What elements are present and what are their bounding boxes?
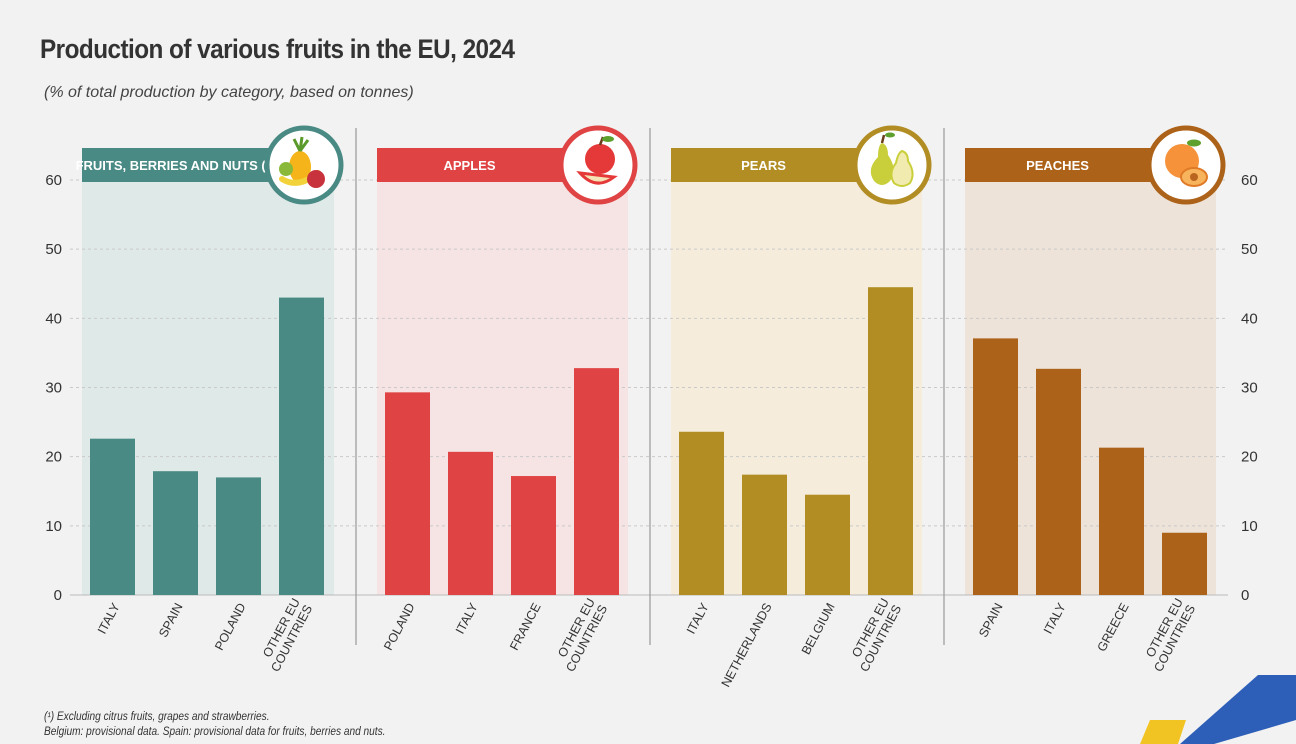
bar: [574, 368, 619, 595]
y-tick-label-right: 20: [1241, 449, 1258, 466]
bar: [679, 431, 724, 595]
category-label: GREECE: [1095, 601, 1132, 654]
bar: [1162, 532, 1207, 595]
bar: [511, 476, 556, 595]
bar: [448, 451, 493, 595]
y-tick-label-left: 10: [45, 518, 62, 535]
corner-logo-yellow-shape: [1140, 720, 1186, 744]
category-label: SPAIN: [976, 601, 1006, 640]
mixed-fruit-icon: [279, 136, 325, 188]
y-tick-label-left: 40: [45, 310, 62, 327]
bar: [742, 474, 787, 595]
category-banner: [377, 148, 578, 182]
category-label: POLAND: [381, 601, 417, 653]
bar: [279, 297, 324, 595]
bar: [868, 287, 913, 595]
y-tick-label-left: 0: [54, 587, 62, 604]
category-label: NETHERLANDS: [719, 601, 775, 690]
category-label: SPAIN: [156, 601, 186, 640]
category-label: ITALY: [684, 600, 712, 636]
bar: [1036, 368, 1081, 595]
chart-title: Production of various fruits in the EU, …: [40, 34, 515, 64]
category-label: OTHER EUCOUNTRIES: [845, 596, 904, 674]
pear-icon: [870, 132, 914, 187]
category-banner-label: PEARS: [741, 158, 786, 173]
y-tick-label-right: 10: [1241, 518, 1258, 535]
category-label: ITALY: [95, 600, 123, 636]
footnote-1: (¹) Excluding citrus fruits, grapes and …: [44, 711, 270, 723]
category-banner: [671, 148, 872, 182]
footnote-2: Belgium: provisional data. Spain: provis…: [44, 726, 386, 738]
category-banner-label: APPLES: [443, 158, 495, 173]
y-tick-label-right: 50: [1241, 241, 1258, 258]
y-tick-label-left: 30: [45, 380, 62, 397]
y-tick-label-left: 50: [45, 241, 62, 258]
category-banner: [965, 148, 1166, 182]
category-label: OTHER EUCOUNTRIES: [256, 596, 315, 674]
bar: [805, 494, 850, 595]
category-label: OTHER EUCOUNTRIES: [1139, 596, 1198, 674]
y-tick-label-right: 0: [1241, 587, 1249, 604]
category-label: OTHER EUCOUNTRIES: [551, 596, 610, 674]
category-label: POLAND: [212, 601, 248, 653]
y-tick-label-left: 20: [45, 449, 62, 466]
category-banner-label: PEACHES: [1026, 158, 1089, 173]
corner-logo-blue-shape: [1180, 675, 1296, 744]
y-tick-label-left: 60: [45, 172, 62, 189]
category-banner-label: FRUITS, BERRIES AND NUTS (¹): [76, 158, 275, 173]
bar: [973, 338, 1018, 595]
y-tick-label-right: 40: [1241, 310, 1258, 327]
category-label: ITALY: [453, 600, 481, 636]
category-label: FRANCE: [507, 601, 543, 653]
category-banner: [82, 148, 284, 182]
bar: [216, 477, 261, 595]
apple-icon: [576, 136, 618, 185]
y-tick-label-right: 60: [1241, 172, 1258, 189]
peach-icon: [1165, 139, 1208, 187]
chart-subtitle: (% of total production by category, base…: [44, 84, 414, 101]
bar: [90, 438, 135, 595]
bar: [153, 471, 198, 595]
category-label: BELGIUM: [799, 601, 838, 657]
bar: [1099, 447, 1144, 595]
footnotes: (¹) Excluding citrus fruits, grapes and …: [44, 710, 385, 740]
bar: [385, 392, 430, 595]
category-label: ITALY: [1041, 600, 1069, 636]
y-tick-label-right: 30: [1241, 380, 1258, 397]
